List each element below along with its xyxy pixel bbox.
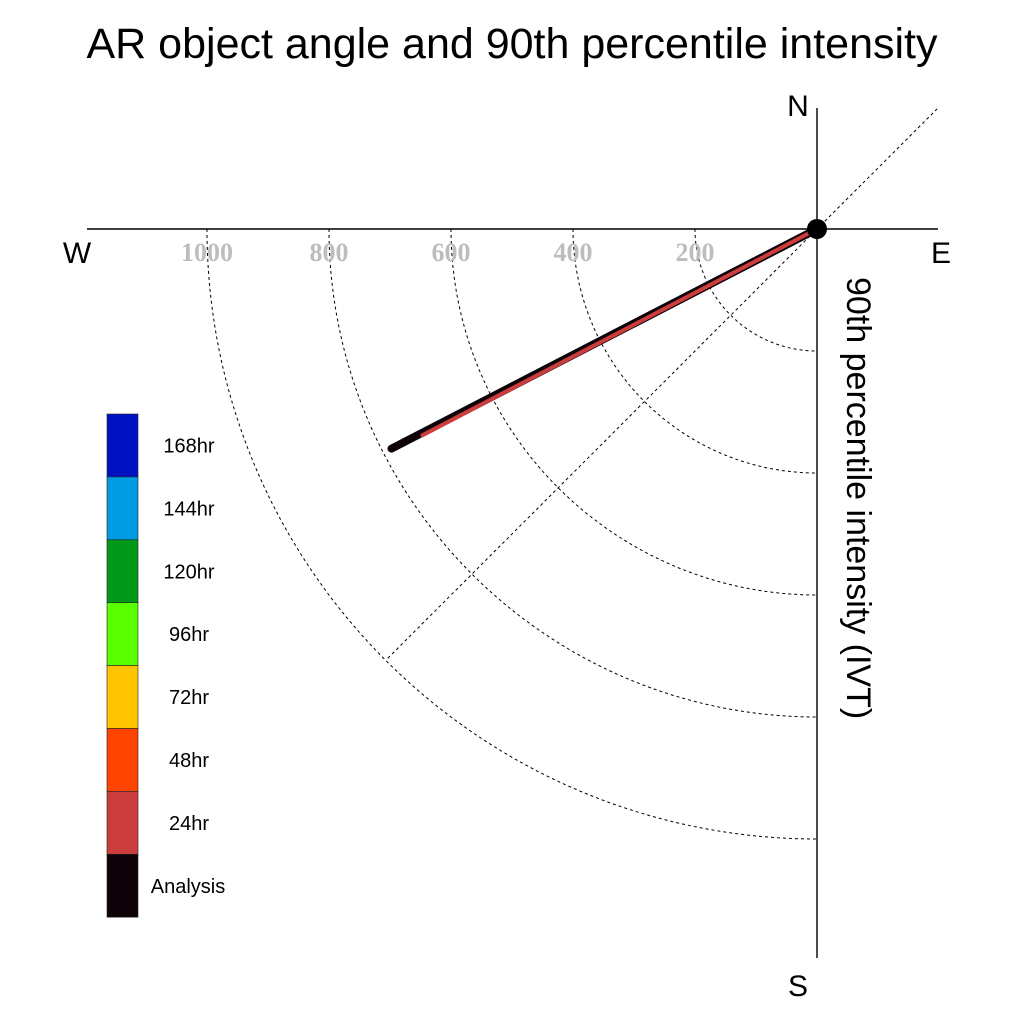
ring-600 [450, 228, 818, 596]
ring-labels: 1000 800 600 400 200 [181, 238, 715, 267]
legend-swatch-24hr [106, 791, 139, 855]
legend-swatch-96hr [106, 602, 139, 666]
legend-swatch-analysis [106, 853, 139, 918]
legend: 168hr 144hr 120hr 96hr 72hr 48hr 24hr Analysis [106, 413, 225, 918]
legend-swatch-120hr [106, 539, 139, 603]
legend-swatch-168hr [106, 413, 139, 478]
diagonal-guide [385, 108, 938, 661]
ring-400 [572, 228, 818, 474]
south-label: S [788, 970, 808, 1003]
ring-label-400: 400 [554, 238, 593, 267]
ring-800 [328, 228, 818, 718]
legend-label-96hr: 96hr [169, 624, 209, 646]
y-axis-label: 90th percentile intensity (IVT) [839, 277, 877, 719]
ring-1000 [206, 228, 818, 840]
series-line-24hr [420, 227, 819, 438]
ring-label-600: 600 [432, 238, 471, 267]
chart-title: AR object angle and 90th percentile inte… [87, 20, 938, 68]
grid [206, 108, 938, 840]
ring-label-1000: 1000 [181, 238, 233, 267]
legend-label-48hr: 48hr [169, 750, 209, 772]
legend-swatch-48hr [106, 728, 139, 792]
legend-label-analysis: Analysis [151, 876, 225, 898]
north-label: N [787, 90, 809, 123]
ring-label-800: 800 [310, 238, 349, 267]
center-point [807, 219, 827, 239]
series-lines [387, 219, 827, 453]
legend-label-168hr: 168hr [163, 435, 214, 457]
west-label: W [63, 237, 92, 270]
ring-200 [694, 228, 818, 352]
legend-swatch-72hr [106, 665, 139, 729]
legend-label-120hr: 120hr [163, 561, 214, 583]
legend-label-144hr: 144hr [163, 498, 214, 520]
legend-label-24hr: 24hr [169, 813, 209, 835]
legend-label-72hr: 72hr [169, 687, 209, 709]
legend-swatch-144hr [106, 476, 139, 541]
east-label: E [931, 237, 951, 270]
ring-label-200: 200 [676, 238, 715, 267]
